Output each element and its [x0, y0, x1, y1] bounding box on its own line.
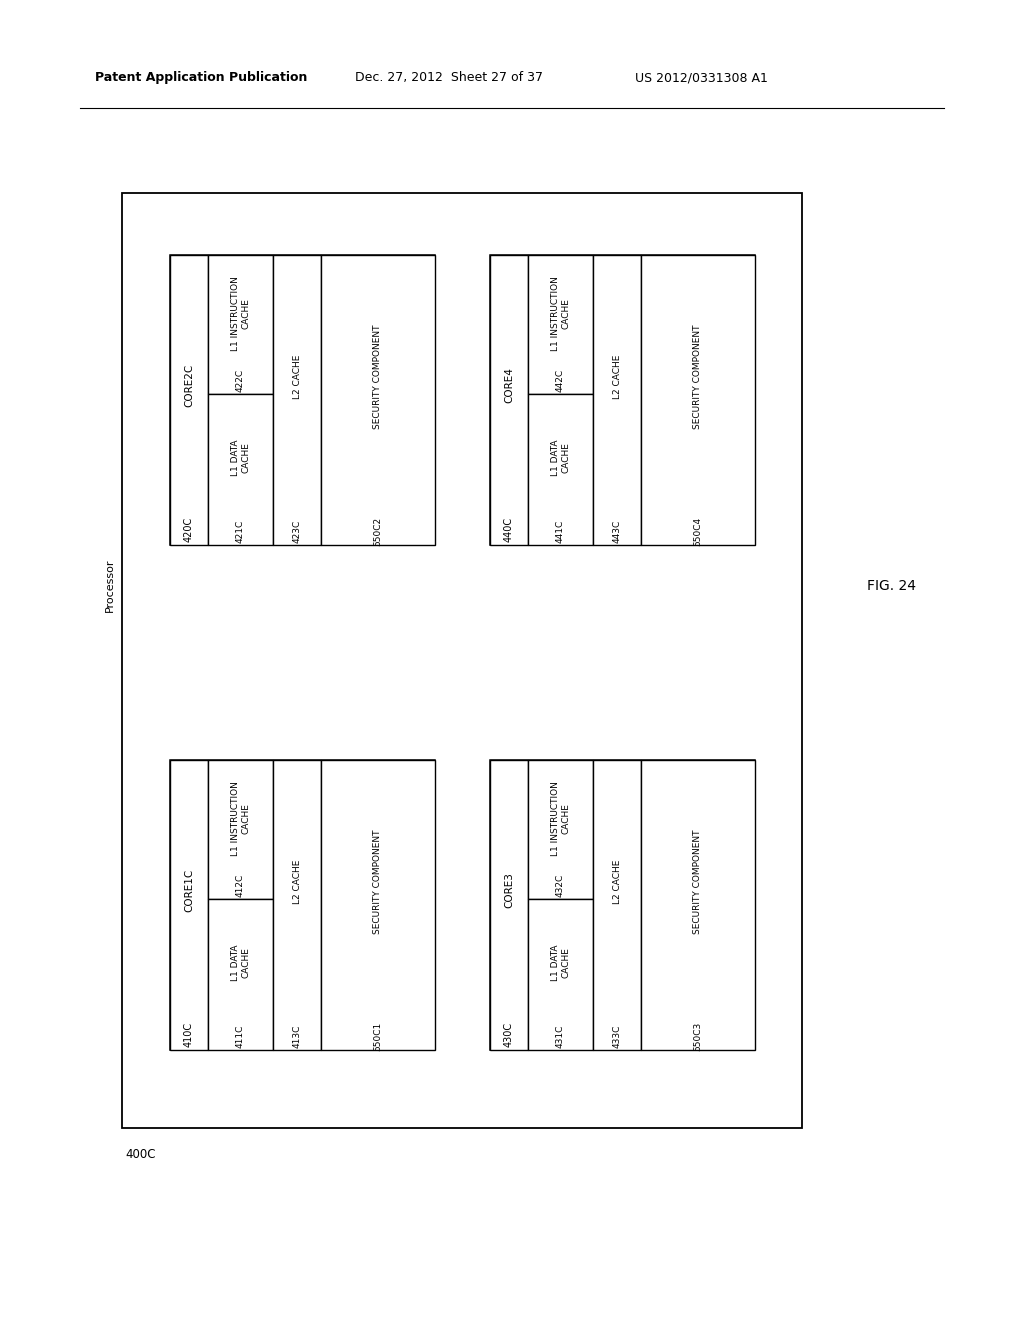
- Text: L1 INSTRUCTION
CACHE: L1 INSTRUCTION CACHE: [551, 276, 570, 351]
- Text: 423C: 423C: [293, 519, 301, 543]
- Text: 431C: 431C: [556, 1024, 565, 1048]
- Text: 550C4: 550C4: [693, 516, 702, 545]
- Text: L1 INSTRUCTION
CACHE: L1 INSTRUCTION CACHE: [230, 781, 250, 855]
- Bar: [641, 255, 755, 545]
- Text: 441C: 441C: [556, 519, 565, 543]
- Bar: [593, 255, 641, 545]
- Text: Processor: Processor: [105, 558, 115, 612]
- Text: L1 INSTRUCTION
CACHE: L1 INSTRUCTION CACHE: [230, 276, 250, 351]
- Bar: [490, 255, 528, 545]
- Text: 433C: 433C: [612, 1024, 622, 1048]
- Bar: [170, 760, 435, 1049]
- Bar: [490, 760, 755, 1049]
- Bar: [321, 255, 435, 545]
- Bar: [321, 760, 435, 1049]
- Text: 410C: 410C: [184, 1022, 194, 1047]
- Bar: [273, 760, 321, 1049]
- Text: SECURITY COMPONENT: SECURITY COMPONENT: [693, 325, 702, 429]
- Text: FIG. 24: FIG. 24: [867, 578, 916, 593]
- Text: 550C3: 550C3: [693, 1022, 702, 1051]
- Bar: [641, 760, 755, 1049]
- Bar: [528, 393, 593, 545]
- Text: SECURITY COMPONENT: SECURITY COMPONENT: [374, 325, 383, 429]
- Text: 550C1: 550C1: [374, 1022, 383, 1051]
- Text: CORE1C: CORE1C: [184, 869, 194, 912]
- Text: US 2012/0331308 A1: US 2012/0331308 A1: [635, 71, 768, 84]
- Bar: [208, 899, 273, 1049]
- Text: 422C: 422C: [236, 368, 245, 392]
- Text: L2 CACHE: L2 CACHE: [612, 355, 622, 399]
- Bar: [528, 255, 593, 393]
- Text: SECURITY COMPONENT: SECURITY COMPONENT: [693, 829, 702, 935]
- Bar: [170, 760, 208, 1049]
- Bar: [208, 760, 273, 899]
- Text: L2 CACHE: L2 CACHE: [293, 355, 301, 399]
- Text: 443C: 443C: [612, 519, 622, 543]
- Text: 412C: 412C: [236, 874, 245, 896]
- Text: 413C: 413C: [293, 1024, 301, 1048]
- Text: 420C: 420C: [184, 516, 194, 541]
- Bar: [490, 760, 528, 1049]
- Bar: [208, 255, 273, 393]
- Bar: [170, 255, 208, 545]
- Text: 550C2: 550C2: [374, 516, 383, 545]
- Bar: [490, 255, 755, 545]
- Bar: [208, 393, 273, 545]
- Text: CORE3: CORE3: [504, 873, 514, 908]
- Text: Patent Application Publication: Patent Application Publication: [95, 71, 307, 84]
- Text: L2 CACHE: L2 CACHE: [612, 859, 622, 904]
- Text: 442C: 442C: [556, 368, 565, 392]
- Bar: [122, 193, 802, 1129]
- Text: Dec. 27, 2012  Sheet 27 of 37: Dec. 27, 2012 Sheet 27 of 37: [355, 71, 543, 84]
- Text: L1 INSTRUCTION
CACHE: L1 INSTRUCTION CACHE: [551, 781, 570, 855]
- Text: 411C: 411C: [236, 1024, 245, 1048]
- Text: 430C: 430C: [504, 1022, 514, 1047]
- Text: SECURITY COMPONENT: SECURITY COMPONENT: [374, 829, 383, 935]
- Bar: [273, 255, 321, 545]
- Bar: [528, 760, 593, 899]
- Text: L1 DATA
CACHE: L1 DATA CACHE: [551, 440, 570, 475]
- Text: L1 DATA
CACHE: L1 DATA CACHE: [230, 944, 250, 981]
- Bar: [593, 760, 641, 1049]
- Text: L1 DATA
CACHE: L1 DATA CACHE: [230, 440, 250, 475]
- Text: 440C: 440C: [504, 516, 514, 541]
- Text: CORE4: CORE4: [504, 367, 514, 404]
- Text: L1 DATA
CACHE: L1 DATA CACHE: [551, 944, 570, 981]
- Text: L2 CACHE: L2 CACHE: [293, 859, 301, 904]
- Text: 421C: 421C: [236, 519, 245, 543]
- Bar: [170, 255, 435, 545]
- Text: 432C: 432C: [556, 874, 565, 896]
- Text: CORE2C: CORE2C: [184, 364, 194, 407]
- Text: 400C: 400C: [125, 1148, 156, 1162]
- Bar: [528, 899, 593, 1049]
